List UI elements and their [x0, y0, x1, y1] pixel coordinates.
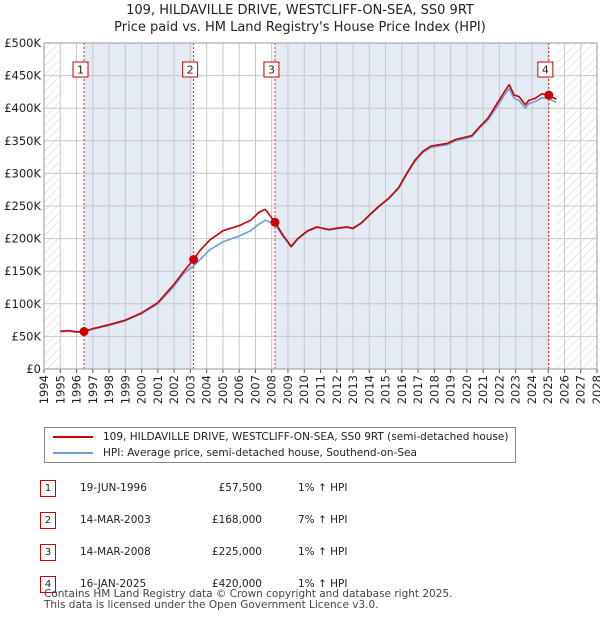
y-tick-label: £400K	[4, 101, 41, 115]
x-tick-label: 2007	[248, 375, 262, 404]
x-tick-label: 2010	[297, 375, 311, 404]
plot-frame	[43, 42, 598, 370]
transaction-price: £57,500	[218, 482, 262, 494]
price-chart: £0 £50K £100K £150K £200K £250K £300K £350K £400…	[4, 36, 600, 404]
x-tick-label: 2011	[314, 375, 328, 404]
y-tick-label: £0	[26, 362, 41, 376]
chart-title: 109, HILDAVILLE DRIVE, WESTCLIFF-ON-SEA,…	[0, 2, 600, 36]
sale-number-box	[263, 61, 280, 78]
x-tick-label: 2023	[509, 375, 523, 404]
transactions-table: 1 19-JUN-1996 £57,500 1% ↑ HPI 2 14-MAR-…	[40, 472, 398, 600]
x-tick-label: 2024	[525, 375, 539, 404]
transaction-row: 3 14-MAR-2008 £225,000 1% ↑ HPI	[40, 536, 398, 568]
sale-number-box	[182, 61, 199, 78]
sale-number-label: 4	[542, 64, 549, 77]
x-tick-label: 2009	[281, 375, 295, 404]
legend-hpi-swatch	[53, 452, 93, 454]
title-address: 109, HILDAVILLE DRIVE, WESTCLIFF-ON-SEA,…	[126, 3, 474, 18]
transaction-price: £168,000	[211, 514, 262, 526]
sale-point	[189, 254, 199, 264]
transaction-date: 14-MAR-2008	[80, 546, 151, 558]
x-tick-label: 2000	[135, 375, 149, 404]
legend-price-swatch	[53, 436, 93, 438]
x-tick-label: 2025	[541, 375, 555, 404]
transaction-hpi: 7% ↑ HPI	[298, 514, 348, 526]
y-tick-label: £150K	[4, 264, 41, 278]
transaction-price: £420,000	[211, 578, 262, 590]
transaction-date: 16-JAN-2025	[80, 578, 147, 590]
x-tick-label: 1995	[53, 375, 67, 404]
transaction-row: 2 14-MAR-2003 £168,000 7% ↑ HPI	[40, 504, 398, 536]
x-tick-label: 2016	[395, 375, 409, 404]
transaction-badge: 1	[40, 479, 56, 497]
y-tick-label: £250K	[4, 199, 41, 213]
x-tick-label: 2006	[232, 375, 246, 404]
transaction-hpi: 1% ↑ HPI	[298, 482, 348, 494]
sale-number-box	[537, 61, 554, 78]
legend-price-label: 109, HILDAVILLE DRIVE, WESTCLIFF-ON-SEA,…	[103, 431, 509, 443]
legend-price: 109, HILDAVILLE DRIVE, WESTCLIFF-ON-SEA,…	[53, 429, 508, 445]
title-subtitle: Price paid vs. HM Land Registry's House …	[114, 20, 486, 35]
sale-number-label: 1	[77, 64, 84, 77]
x-tick-label: 2020	[460, 375, 474, 404]
y-tick-label: £100K	[4, 297, 41, 311]
transaction-badge: 3	[40, 543, 56, 561]
x-tick-label: 2015	[379, 375, 393, 404]
transaction-badge: 4	[40, 575, 56, 593]
x-tick-label: 2003	[183, 375, 197, 404]
x-tick-label: 1998	[102, 375, 116, 404]
transaction-date: 19-JUN-1996	[80, 482, 147, 494]
sale-point	[270, 217, 280, 227]
transaction-price: £225,000	[211, 546, 262, 558]
transaction-row: 4 16-JAN-2025 £420,000 1% ↑ HPI	[40, 568, 398, 600]
y-tick-label: £450K	[4, 69, 41, 83]
transaction-row: 1 19-JUN-1996 £57,500 1% ↑ HPI	[40, 472, 398, 504]
sale-point	[544, 90, 554, 100]
footer-copyright: Contains HM Land Registry data © Crown c…	[44, 588, 453, 600]
x-tick-label: 2028	[590, 375, 600, 404]
x-tick-label: 2005	[216, 375, 230, 404]
footer-license: This data is licensed under the Open Gov…	[44, 599, 379, 611]
x-tick-label: 2027	[574, 375, 588, 404]
x-tick-label: 2012	[330, 375, 344, 404]
x-tick-label: 2001	[151, 375, 165, 404]
x-tick-label: 2008	[265, 375, 279, 404]
sale-number-label: 2	[187, 64, 194, 77]
x-tick-label: 2022	[492, 375, 506, 404]
y-tick-label: £50K	[12, 329, 42, 343]
y-tick-label: £350K	[4, 134, 41, 148]
y-tick-label: £500K	[4, 36, 41, 50]
x-tick-label: 2018	[427, 375, 441, 404]
x-tick-label: 2026	[557, 375, 571, 404]
sale-number-label: 3	[268, 64, 275, 77]
transaction-hpi: 1% ↑ HPI	[298, 578, 348, 590]
sale-number-box	[72, 61, 89, 78]
x-tick-label: 2004	[200, 375, 214, 404]
x-tick-label: 2019	[444, 375, 458, 404]
x-tick-label: 1996	[70, 375, 84, 404]
transaction-date: 14-MAR-2003	[80, 514, 151, 526]
x-tick-label: 1994	[37, 375, 51, 404]
price-paid-line	[60, 83, 557, 333]
y-tick-label: £300K	[4, 166, 41, 180]
transaction-hpi: 1% ↑ HPI	[298, 546, 348, 558]
x-tick-label: 2014	[362, 375, 376, 404]
y-tick-label: £200K	[4, 232, 41, 246]
legend: 109, HILDAVILLE DRIVE, WESTCLIFF-ON-SEA,…	[44, 427, 516, 463]
x-tick-label: 2021	[476, 375, 490, 404]
footer: Contains HM Land Registry data © Crown c…	[44, 589, 452, 611]
sale-point	[79, 327, 89, 337]
x-tick-label: 1999	[118, 375, 132, 404]
x-tick-label: 1997	[86, 375, 100, 404]
transaction-badge: 2	[40, 511, 56, 529]
x-tick-label: 2013	[346, 375, 360, 404]
x-tick-label: 2017	[411, 375, 425, 404]
legend-hpi: HPI: Average price, semi-detached house,…	[53, 445, 417, 461]
legend-hpi-label: HPI: Average price, semi-detached house,…	[103, 447, 417, 459]
x-tick-label: 2002	[167, 375, 181, 404]
